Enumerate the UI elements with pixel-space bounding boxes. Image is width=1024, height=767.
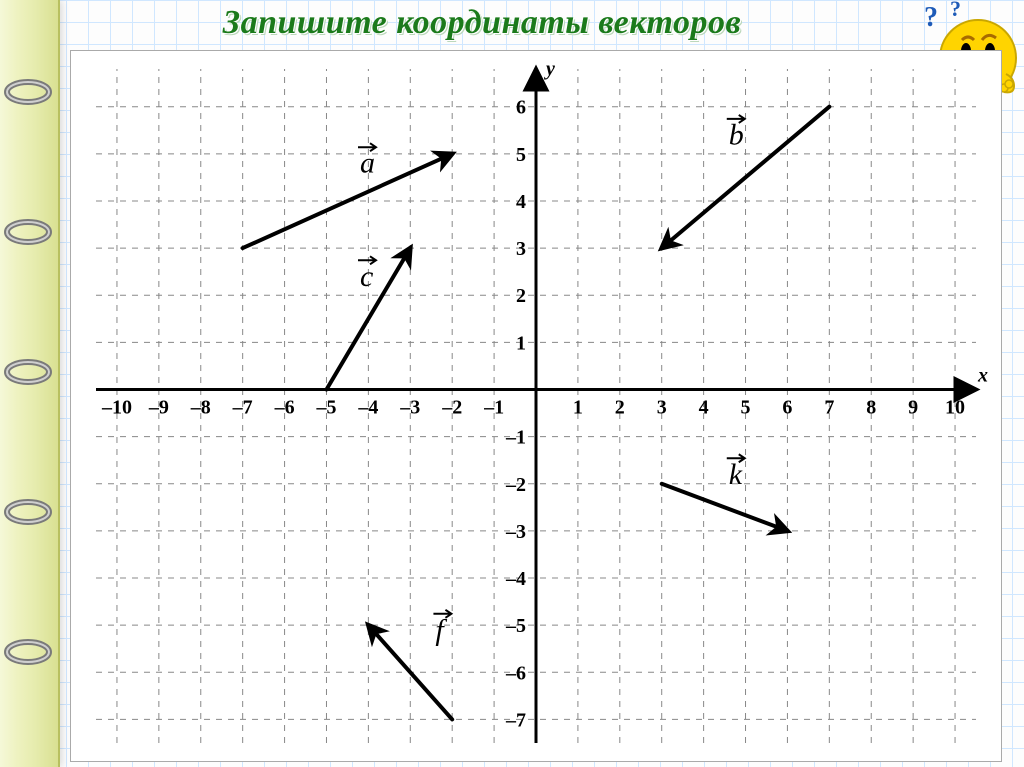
page-title: Запишите координаты векторов — [0, 4, 964, 42]
y-tick-label: 2 — [516, 285, 526, 307]
x-tick-label: –10 — [101, 397, 132, 419]
x-tick-label: 2 — [615, 397, 625, 419]
x-tick-label: 4 — [699, 397, 709, 419]
x-tick-label: –2 — [441, 397, 462, 419]
binder-ring — [4, 78, 52, 106]
svg-text:f: f — [435, 613, 447, 646]
svg-text:c: c — [360, 260, 373, 293]
binder-ring — [4, 498, 52, 526]
svg-text:k: k — [729, 458, 743, 491]
vector-label-b: b — [727, 115, 745, 152]
y-tick-label: 3 — [516, 238, 526, 260]
y-tick-label: 4 — [516, 191, 526, 213]
y-tick-label: –6 — [505, 662, 526, 684]
vector-k — [662, 484, 788, 531]
x-tick-label: –3 — [399, 397, 420, 419]
binder-ring — [4, 638, 52, 666]
x-tick-label: 6 — [782, 397, 792, 419]
svg-text:?: ? — [924, 2, 938, 33]
svg-text:a: a — [360, 147, 375, 180]
svg-text:b: b — [729, 118, 744, 151]
x-tick-label: 9 — [908, 397, 918, 419]
y-tick-label: –1 — [505, 427, 526, 449]
x-axis-label: x — [977, 365, 988, 387]
page-root: Запишите координаты векторов ? ? x y –10 –9… — [0, 0, 1024, 767]
x-tick-label: 8 — [866, 397, 876, 419]
coordinate-chart: x y –10 –9 –8 –7 –6 –5 –4 –3 –2 –1 1 2 3 4 5 6 7 8 9 10 –7 –6 –5… — [70, 50, 1002, 762]
vector-label-c: c — [358, 256, 376, 293]
x-tick-label: 1 — [573, 397, 583, 419]
x-tick-label: –1 — [483, 397, 504, 419]
y-tick-label: 5 — [516, 144, 526, 166]
x-tick-label: –6 — [274, 397, 295, 419]
x-tick-label: –8 — [190, 397, 211, 419]
y-tick-label: –7 — [505, 709, 526, 731]
x-tick-label: 10 — [945, 397, 965, 419]
y-tick-label: –4 — [505, 568, 526, 590]
x-tick-label: 3 — [657, 397, 667, 419]
binder-ring — [4, 218, 52, 246]
x-tick-label: –7 — [232, 397, 253, 419]
vector-label-k: k — [727, 454, 745, 491]
vector-label-f: f — [433, 610, 451, 647]
x-tick-label: –9 — [148, 397, 169, 419]
y-tick-label: 6 — [516, 97, 526, 119]
x-tick-label: –4 — [357, 397, 378, 419]
y-tick-label: 1 — [516, 332, 526, 354]
y-tick-label: –2 — [505, 474, 526, 496]
binder-ring — [4, 358, 52, 386]
y-tick-label: –5 — [505, 615, 526, 637]
x-tick-label: –5 — [315, 397, 336, 419]
x-tick-label: 5 — [741, 397, 751, 419]
x-tick-label: 7 — [824, 397, 834, 419]
svg-text:?: ? — [950, 0, 961, 21]
y-axis-label: y — [544, 58, 555, 80]
vector-label-a: a — [358, 143, 376, 180]
y-tick-label: –3 — [505, 521, 526, 543]
